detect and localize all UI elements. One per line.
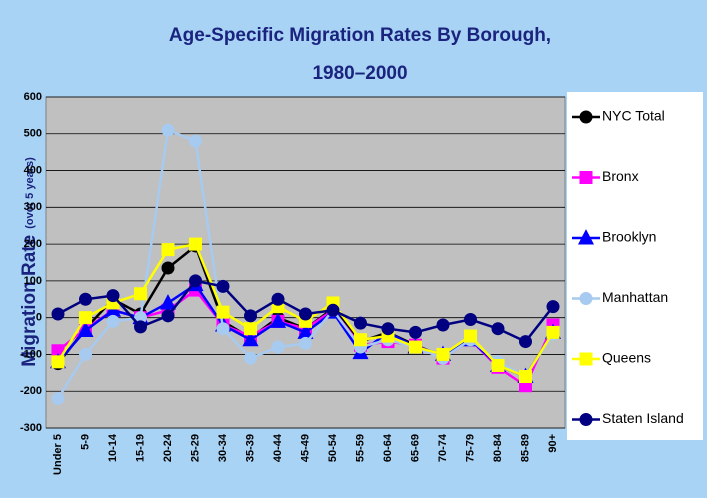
marker <box>79 347 92 361</box>
y-axis-label-note: (over 5 years) <box>24 157 36 229</box>
x-tick-label: 10-14 <box>107 433 119 462</box>
marker <box>491 322 505 336</box>
legend-label: Bronx <box>602 168 639 184</box>
y-tick-label: -200 <box>20 385 42 397</box>
legend-label: Staten Island <box>602 410 684 426</box>
x-tick-label: 65-69 <box>409 434 421 462</box>
marker <box>77 321 94 338</box>
marker <box>579 171 593 184</box>
marker <box>216 279 230 293</box>
x-tick-label: 50-54 <box>327 433 339 462</box>
y-tick-label: 300 <box>24 201 42 213</box>
x-tick-label: 75-79 <box>464 434 476 462</box>
marker <box>159 294 177 310</box>
marker <box>161 309 175 323</box>
y-tick-label: 100 <box>24 275 42 287</box>
x-tick-label: 25-29 <box>189 434 201 462</box>
y-tick-label: 600 <box>24 91 42 103</box>
legend-label: Queens <box>602 350 651 366</box>
marker <box>436 347 450 361</box>
legend <box>567 92 703 440</box>
marker <box>271 292 285 306</box>
chart-title: 1980–2000 <box>312 63 407 84</box>
marker <box>134 287 147 301</box>
marker <box>106 314 120 328</box>
marker <box>464 329 477 343</box>
x-tick-label: 5-9 <box>79 434 91 450</box>
marker <box>546 325 560 339</box>
legend-label: NYC Total <box>602 108 665 124</box>
marker <box>354 333 367 347</box>
marker <box>242 330 259 347</box>
marker <box>51 355 65 369</box>
marker <box>299 336 312 350</box>
x-tick-label: 80-84 <box>492 433 504 462</box>
marker <box>299 307 312 321</box>
y-tick-label: -300 <box>20 422 42 434</box>
y-tick-label: -100 <box>20 348 42 360</box>
marker <box>216 305 230 319</box>
x-tick-label: 85-89 <box>519 434 531 462</box>
marker <box>216 322 230 336</box>
y-tick-label: 200 <box>24 238 42 250</box>
marker <box>354 316 367 330</box>
marker <box>189 274 202 288</box>
x-tick-label: 70-74 <box>437 433 449 462</box>
marker <box>409 325 422 339</box>
x-tick-label: 35-39 <box>244 434 256 462</box>
chart-title: Age-Specific Migration Rates By Borough, <box>169 25 551 46</box>
marker <box>79 311 92 325</box>
marker <box>134 320 147 334</box>
marker <box>579 292 593 305</box>
marker <box>161 243 175 257</box>
marker <box>381 322 395 336</box>
marker <box>464 313 477 327</box>
marker <box>409 340 422 354</box>
y-axis-label: Migration Rate (over 5 years) <box>19 157 40 367</box>
x-tick-label: 45-49 <box>299 434 311 462</box>
marker <box>51 307 65 321</box>
x-tick-label: 20-24 <box>162 433 174 462</box>
marker <box>577 229 595 245</box>
y-tick-label: 0 <box>36 312 42 324</box>
y-tick-label: 400 <box>24 164 42 176</box>
marker <box>579 413 593 426</box>
marker <box>579 352 593 366</box>
marker <box>271 340 285 354</box>
marker <box>244 322 257 336</box>
marker <box>189 134 202 148</box>
x-tick-label: 55-59 <box>354 434 366 462</box>
x-tick-label: 30-34 <box>217 433 229 462</box>
x-tick-label: Under 5 <box>52 434 64 475</box>
marker <box>161 123 175 137</box>
marker <box>106 289 120 303</box>
x-tick-label: 90+ <box>547 434 559 453</box>
marker <box>51 392 65 406</box>
y-tick-label: 500 <box>24 128 42 140</box>
legend-label: Brooklyn <box>602 229 656 245</box>
marker <box>244 309 257 323</box>
marker <box>579 110 593 124</box>
marker <box>326 303 340 317</box>
marker <box>546 300 560 314</box>
x-tick-label: 60-64 <box>382 433 394 462</box>
marker <box>519 370 532 384</box>
y-axis-label: Migration Rate <box>19 235 40 367</box>
marker <box>519 335 532 349</box>
marker <box>491 358 505 372</box>
marker <box>79 292 92 306</box>
marker <box>244 351 257 365</box>
marker <box>161 261 175 275</box>
plot-area <box>45 96 566 429</box>
legend-label: Manhattan <box>602 289 668 305</box>
marker <box>436 318 450 332</box>
x-tick-label: 40-44 <box>272 433 284 462</box>
marker <box>189 237 202 251</box>
x-tick-label: 15-19 <box>134 434 146 462</box>
marker <box>269 312 287 328</box>
